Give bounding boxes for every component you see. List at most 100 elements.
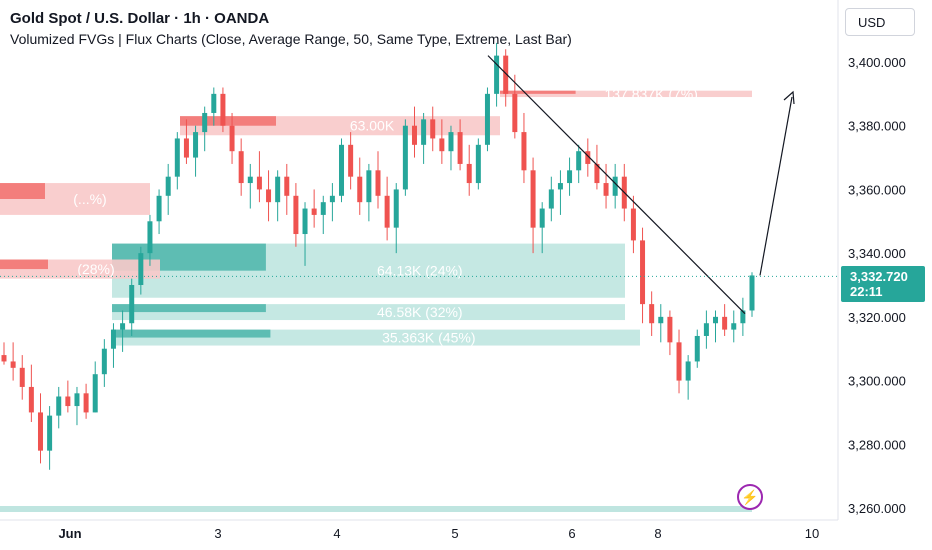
lightning-bolt-icon[interactable]: ⚡ bbox=[737, 484, 763, 510]
candle-body bbox=[302, 208, 308, 235]
candle-body bbox=[667, 316, 673, 343]
candle-body bbox=[731, 323, 737, 330]
candle-body bbox=[110, 329, 116, 349]
candle-body bbox=[357, 176, 363, 203]
candle-body bbox=[375, 170, 381, 196]
candle-body bbox=[37, 412, 43, 451]
candle-body bbox=[749, 275, 755, 311]
candle-body bbox=[229, 125, 235, 152]
time-tick-label: 10 bbox=[805, 526, 819, 541]
price-tick-label: 3,280.000 bbox=[848, 437, 906, 452]
time-tick-label: 8 bbox=[654, 526, 661, 541]
trendline-down bbox=[487, 55, 746, 315]
candle-body bbox=[466, 163, 472, 184]
candle-body bbox=[348, 144, 354, 177]
candle-body bbox=[129, 285, 135, 324]
candle-body bbox=[484, 93, 490, 145]
trendlines bbox=[0, 55, 838, 315]
currency-button[interactable]: USD bbox=[845, 8, 915, 36]
candlesticks bbox=[1, 42, 755, 470]
fvg-label: (28%) bbox=[77, 261, 114, 277]
candle-body bbox=[430, 119, 436, 139]
candle-body bbox=[685, 361, 691, 381]
candle-body bbox=[193, 132, 199, 158]
candle-body bbox=[612, 176, 618, 196]
candle-body bbox=[576, 151, 582, 171]
candle-body bbox=[630, 208, 636, 241]
candle-body bbox=[694, 335, 700, 362]
candle-body bbox=[640, 240, 646, 305]
fvg-label: 63.00K bbox=[350, 118, 395, 134]
fvg-volume-bar bbox=[0, 259, 48, 270]
fvg-volume-bar bbox=[112, 304, 266, 313]
candle-body bbox=[594, 163, 600, 184]
candle-body bbox=[92, 374, 98, 413]
candle-body bbox=[512, 93, 518, 133]
candle-body bbox=[238, 151, 244, 184]
price-tick-label: 3,380.000 bbox=[848, 119, 906, 134]
trendline-up bbox=[759, 96, 793, 276]
candle-body bbox=[402, 125, 408, 190]
candle-body bbox=[557, 183, 563, 190]
candle-body bbox=[83, 393, 89, 413]
candle-body bbox=[311, 208, 317, 215]
candle-body bbox=[1, 355, 7, 362]
fvg-label: 64.13K (24%) bbox=[377, 263, 463, 279]
fvg-label: 137.837K (7%) bbox=[604, 86, 697, 102]
candle-body bbox=[393, 189, 399, 228]
price-tick-label: 3,360.000 bbox=[848, 182, 906, 197]
price-axis: 3,260.000 3,280.000 3,300.000 3,320.000 3,34… bbox=[848, 55, 906, 516]
fvg-label: 35.363K (45%) bbox=[382, 330, 475, 346]
candle-body bbox=[703, 323, 709, 336]
candle-body bbox=[548, 189, 554, 209]
fvg-zones: 64.13K (24%) 46.58K (32%) 35.363K (45%) 63.… bbox=[0, 86, 752, 512]
last-price-label: 3,332.720 22:11 bbox=[841, 266, 925, 302]
arrow-head bbox=[783, 90, 795, 105]
candle-body bbox=[156, 195, 162, 222]
candle-body bbox=[247, 176, 253, 184]
last-price-value: 3,332.720 bbox=[850, 269, 908, 284]
candle-body bbox=[503, 55, 509, 94]
fvg-zone bbox=[500, 90, 752, 98]
candle-body bbox=[320, 202, 326, 215]
candle-body bbox=[202, 112, 208, 133]
candle-body bbox=[329, 195, 335, 203]
candle-body bbox=[211, 93, 217, 113]
candle-body bbox=[457, 132, 463, 164]
candle-body bbox=[120, 323, 126, 330]
candle-body bbox=[74, 393, 80, 407]
fvg-label: (...%) bbox=[73, 191, 106, 207]
candle-body bbox=[101, 348, 107, 375]
candle-body bbox=[266, 189, 272, 203]
price-tick-label: 3,300.000 bbox=[848, 374, 906, 389]
candle-body bbox=[65, 396, 71, 407]
candle-body bbox=[649, 304, 655, 324]
candle-body bbox=[339, 144, 345, 196]
bar-countdown: 22:11 bbox=[850, 284, 883, 299]
candle-body bbox=[366, 170, 372, 203]
candle-body bbox=[174, 138, 180, 177]
candle-body bbox=[165, 176, 171, 196]
time-tick-label: 6 bbox=[568, 526, 575, 541]
price-tick-label: 3,340.000 bbox=[848, 246, 906, 261]
indicator-legend[interactable]: Volumized FVGs | Flux Charts (Close, Ave… bbox=[10, 31, 572, 47]
candle-body bbox=[740, 310, 746, 324]
candle-body bbox=[539, 208, 545, 228]
candle-body bbox=[28, 386, 34, 413]
candle-body bbox=[475, 144, 481, 184]
candle-body bbox=[147, 221, 153, 254]
fvg-zone-bottom bbox=[0, 506, 752, 512]
symbol-title[interactable]: Gold Spot / U.S. Dollar · 1h · OANDA bbox=[10, 10, 270, 27]
candle-body bbox=[448, 132, 454, 152]
candle-body bbox=[275, 176, 281, 203]
candle-body bbox=[439, 138, 445, 152]
candle-body bbox=[567, 170, 573, 184]
time-axis: Jun 3 4 5 6 8 10 bbox=[58, 526, 819, 541]
candle-body bbox=[521, 132, 527, 171]
price-tick-label: 3,260.000 bbox=[848, 501, 906, 516]
fvg-volume-bar bbox=[0, 183, 45, 199]
candle-body bbox=[256, 176, 262, 190]
chart-header: Gold Spot / U.S. Dollar · 1h · OANDA Vol… bbox=[10, 9, 572, 49]
candle-body bbox=[676, 342, 682, 381]
